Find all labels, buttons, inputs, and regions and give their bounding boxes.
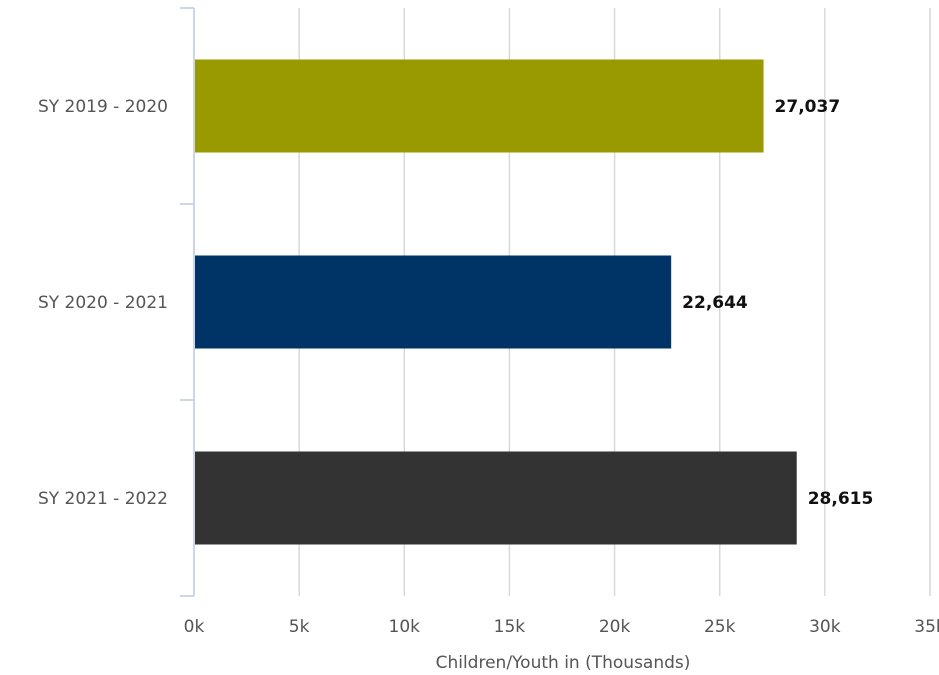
x-tick-label: 20k: [599, 617, 631, 637]
x-tick-label: 5k: [289, 617, 310, 637]
x-tick-label: 15k: [494, 617, 526, 637]
bar: [195, 255, 672, 349]
data-label: 22,644: [682, 293, 748, 313]
x-tick-label: 25k: [704, 617, 736, 637]
x-axis-title: Children/Youth in (Thousands): [436, 653, 691, 673]
category-label: SY 2021 - 2022: [38, 489, 168, 509]
y-axis: [180, 7, 195, 597]
labels: 0k 5k 10k 15k 20k 25k 30k 35k SY 2019 - 2020 27,0…: [38, 97, 939, 637]
data-label: 28,615: [808, 489, 874, 509]
bar: [195, 59, 764, 153]
bar: [195, 451, 797, 545]
x-tick-label: 10k: [389, 617, 421, 637]
bars: [195, 59, 797, 545]
x-tick-label: 30k: [809, 617, 841, 637]
category-label: SY 2019 - 2020: [38, 97, 168, 117]
x-tick-label: 35k: [914, 617, 939, 637]
data-label: 27,037: [775, 97, 841, 117]
x-tick-label: 0k: [184, 617, 205, 637]
category-label: SY 2020 - 2021: [38, 293, 168, 313]
